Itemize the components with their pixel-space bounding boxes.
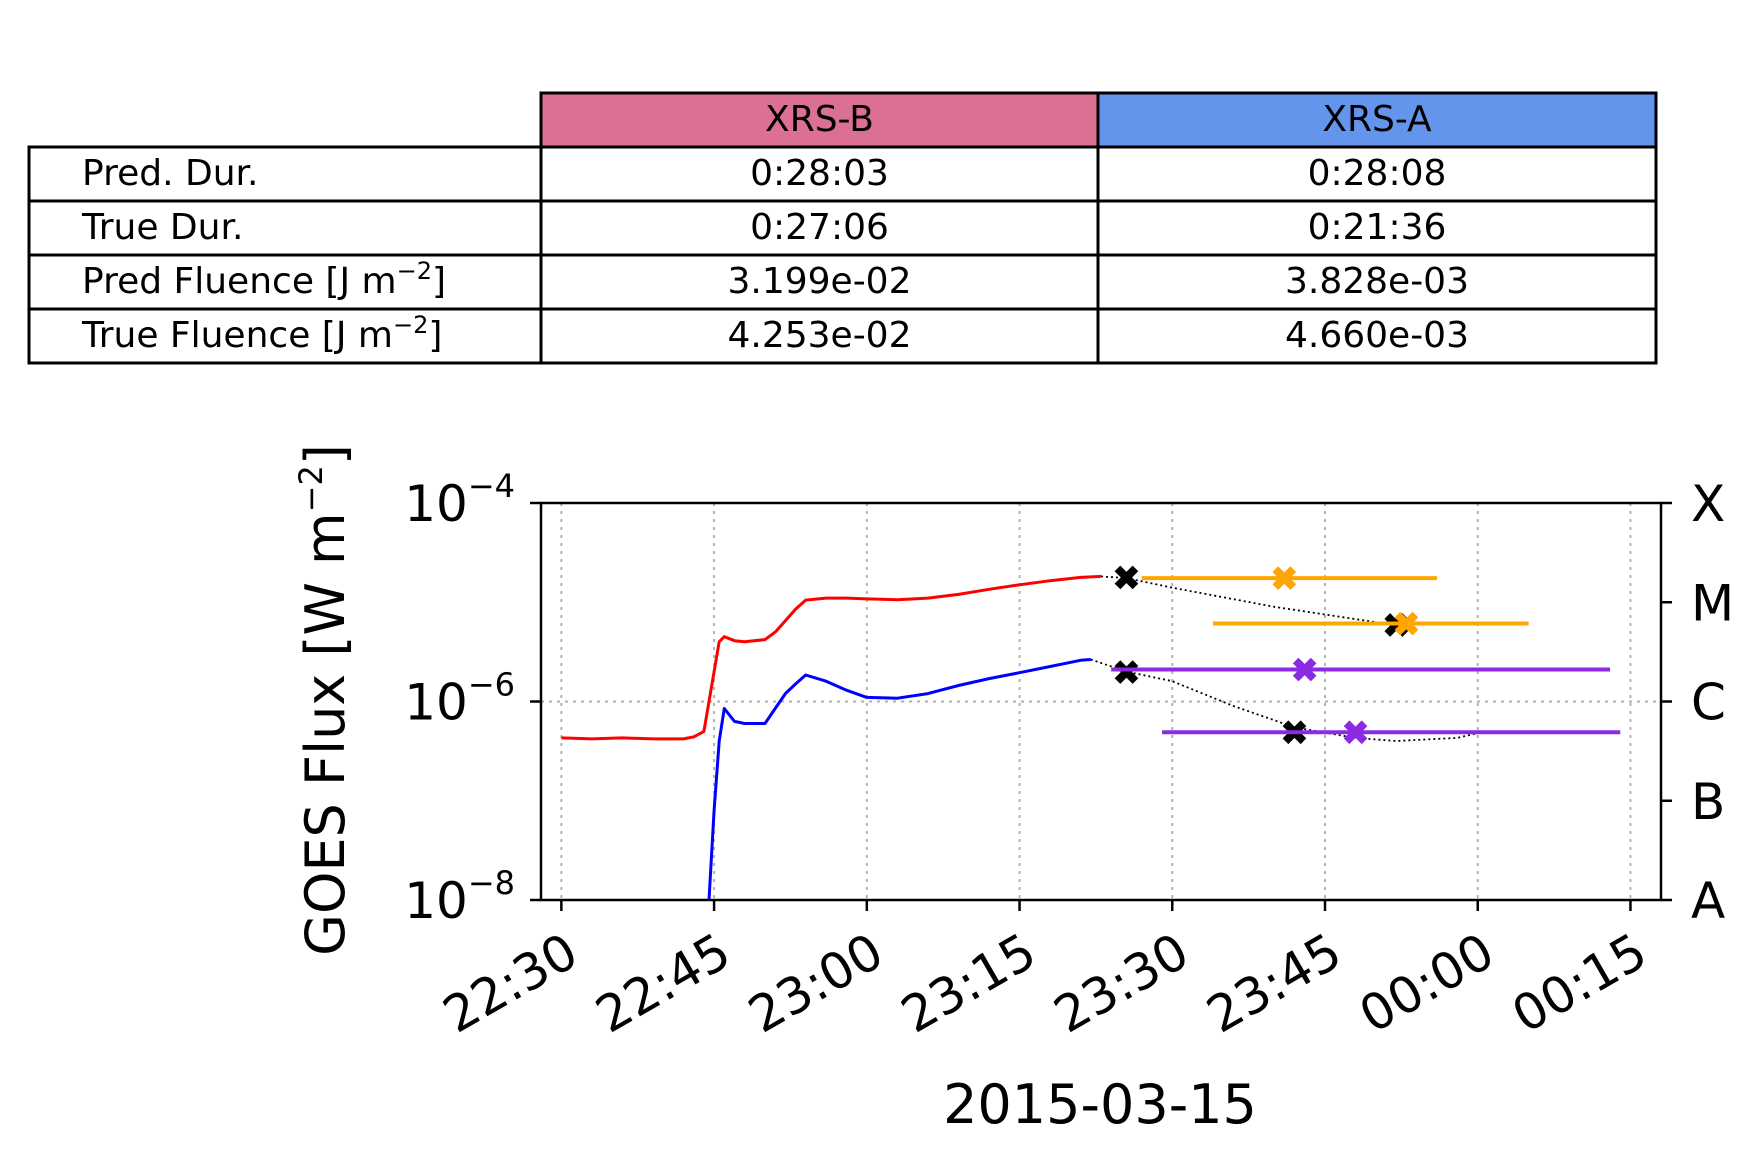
- table-header-label: XRS-A: [1322, 99, 1432, 140]
- table-row-label: Pred Fluence [J m−2]: [82, 257, 446, 302]
- table-value: 4.660e-03: [1285, 315, 1469, 356]
- summary-table: XRS-B XRS-A Pred. Dur. 0:28:03 0:28:08 True D…: [27, 91, 1658, 365]
- table-value: 0:28:03: [750, 153, 889, 194]
- y-tick-label: 10−8: [404, 864, 515, 930]
- table-cell: [1096, 199, 1658, 257]
- table-value: 3.199e-02: [727, 261, 911, 302]
- y-tick-label: 10−6: [404, 666, 515, 732]
- table-cell: [1096, 307, 1658, 365]
- table-header-cell: [1096, 91, 1658, 149]
- table-header-cell: [539, 91, 1100, 149]
- table-value: 3.828e-03: [1285, 261, 1469, 302]
- y-axis-ticks: 10−4 10−6 10−8: [404, 467, 541, 930]
- table-row-label: True Dur.: [81, 207, 243, 248]
- table-value: 0:28:08: [1308, 153, 1447, 194]
- table-cell: [27, 199, 543, 257]
- x-tick-label: 22:45: [586, 922, 740, 1044]
- x-tick-label: 23:30: [1044, 922, 1198, 1044]
- class-tick-label: A: [1691, 872, 1725, 930]
- pred-a-marker-stroke: [1292, 657, 1317, 682]
- x-tick-label: 22:30: [434, 922, 588, 1044]
- y-tick-label: 10−4: [404, 467, 515, 533]
- true-peak-marker: [1114, 565, 1139, 590]
- xrs-a-line: [707, 658, 1091, 901]
- table-cell: [1096, 253, 1658, 311]
- x-tick-label: 23:45: [1197, 922, 1351, 1044]
- table-header-label: XRS-B: [765, 99, 874, 140]
- table-cell: [539, 307, 1100, 365]
- y-axis-label: GOES Flux [W m−2]: [292, 444, 357, 956]
- pred-a-marker: [1292, 657, 1317, 682]
- table-row-label: True Fluence [J m−2]: [81, 311, 442, 356]
- class-tick-label: M: [1691, 574, 1734, 632]
- x-axis-label: 2015-03-15: [943, 1073, 1257, 1136]
- pred-b-marker-stroke: [1394, 611, 1419, 636]
- class-tick-label: B: [1691, 773, 1725, 831]
- pred-b-marker: [1394, 611, 1419, 636]
- table-value: 4.253e-02: [727, 315, 911, 356]
- table-row-label: Pred. Dur.: [82, 153, 258, 194]
- pred-b-marker: [1272, 566, 1297, 590]
- true-b-line: [1100, 575, 1407, 626]
- true-peak-marker-stroke: [1114, 660, 1139, 684]
- true-a-line: [1090, 658, 1478, 742]
- x-tick-label: 23:15: [892, 922, 1046, 1044]
- xrs-b-line: [561, 574, 1102, 741]
- x-tick-label: 00:15: [1503, 922, 1657, 1044]
- x-tick-label: 00:00: [1350, 922, 1504, 1044]
- table-value: 0:27:06: [750, 207, 889, 248]
- pred-a-marker-stroke: [1343, 720, 1368, 745]
- table-value: 0:21:36: [1308, 207, 1447, 248]
- pred-b-marker-stroke: [1272, 566, 1297, 590]
- x-tick-label: 23:00: [739, 922, 893, 1044]
- true-peak-marker-stroke: [1114, 565, 1139, 590]
- table-cell: [539, 253, 1100, 311]
- class-tick-label: X: [1691, 475, 1725, 533]
- marker-layer: [1111, 565, 1621, 745]
- true-peak-marker: [1114, 660, 1139, 684]
- class-tick-label: C: [1691, 674, 1726, 732]
- table-cell: [27, 307, 543, 365]
- flux-plot: 22:3022:4523:0023:1523:3023:4500:0000:15…: [292, 444, 1734, 1136]
- pred-a-marker: [1343, 720, 1368, 745]
